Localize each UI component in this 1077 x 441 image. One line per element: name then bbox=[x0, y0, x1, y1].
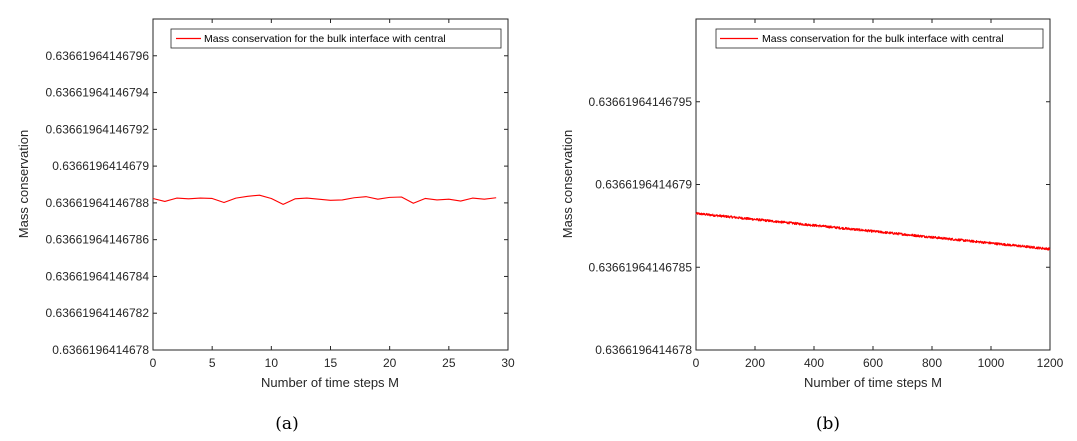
chart-a-x-axis-label: Number of time steps M bbox=[261, 375, 399, 390]
chart-b-x-axis: 0 200 400 600 800 1000 1200 bbox=[693, 19, 1064, 370]
x-tick-label: 5 bbox=[209, 356, 216, 370]
chart-a-legend: Mass conservation for the bulk interface… bbox=[170, 28, 502, 49]
y-tick-label: 0.63661964146792 bbox=[46, 122, 150, 136]
chart-b-y-axis: 0.6366196414678 0.63661964146785 0.6366196… bbox=[589, 95, 1050, 357]
x-tick-label: 15 bbox=[324, 356, 338, 370]
chart-a-legend-box bbox=[170, 28, 502, 49]
chart-b-x-axis-label: Number of time steps M bbox=[804, 375, 942, 390]
chart-b-legend-box bbox=[715, 28, 1044, 49]
chart-a-y-axis-label: Mass conservation bbox=[16, 130, 31, 238]
series-line bbox=[152, 194, 497, 205]
chart-a-plot-area bbox=[152, 18, 509, 351]
chart-a-y-axis: 0.6366196414678 0.63661964146782 0.6366196… bbox=[46, 49, 508, 357]
chart-b-y-axis-label: Mass conservation bbox=[560, 130, 575, 238]
chart-b-plot-area bbox=[695, 18, 1051, 351]
y-tick-label: 0.63661964146796 bbox=[46, 49, 150, 63]
x-tick-label: 0 bbox=[150, 356, 157, 370]
chart-b-series bbox=[695, 211, 1051, 251]
x-tick-label: 10 bbox=[265, 356, 279, 370]
y-tick-label: 0.63661964146794 bbox=[46, 86, 150, 100]
chart-b: 0.6366196414678 0.63661964146785 0.6366196… bbox=[560, 18, 1064, 434]
y-tick-label: 0.63661964146786 bbox=[46, 233, 150, 247]
chart-a-series bbox=[152, 194, 497, 205]
y-tick-label: 0.6366196414679 bbox=[52, 159, 149, 173]
x-tick-label: 1000 bbox=[978, 356, 1005, 370]
x-tick-label: 600 bbox=[863, 356, 883, 370]
y-tick-label: 0.63661964146788 bbox=[46, 196, 150, 210]
chart-a-caption: (a) bbox=[275, 414, 298, 434]
series-line bbox=[695, 211, 1051, 251]
x-tick-label: 1200 bbox=[1037, 356, 1064, 370]
x-tick-label: 30 bbox=[501, 356, 515, 370]
y-tick-label: 0.6366196414679 bbox=[595, 178, 692, 192]
x-tick-label: 200 bbox=[745, 356, 765, 370]
chart-a: 0.6366196414678 0.63661964146782 0.6366196… bbox=[16, 18, 515, 434]
y-tick-label: 0.63661964146795 bbox=[589, 95, 693, 109]
y-tick-label: 0.6366196414678 bbox=[52, 343, 149, 357]
chart-b-legend-label: Mass conservation for the bulk interface… bbox=[762, 33, 1004, 45]
x-tick-label: 800 bbox=[922, 356, 942, 370]
chart-a-legend-label: Mass conservation for the bulk interface… bbox=[204, 33, 446, 45]
chart-b-caption: (b) bbox=[816, 414, 840, 434]
y-tick-label: 0.6366196414678 bbox=[595, 343, 692, 357]
y-tick-label: 0.63661964146782 bbox=[46, 306, 150, 320]
x-tick-label: 20 bbox=[383, 356, 397, 370]
chart-b-legend: Mass conservation for the bulk interface… bbox=[715, 28, 1044, 49]
y-tick-label: 0.63661964146785 bbox=[589, 260, 693, 274]
x-tick-label: 400 bbox=[804, 356, 824, 370]
chart-a-x-axis: 0 5 10 15 20 25 30 bbox=[150, 19, 515, 370]
x-tick-label: 0 bbox=[693, 356, 700, 370]
y-tick-label: 0.63661964146784 bbox=[46, 269, 150, 283]
x-tick-label: 25 bbox=[442, 356, 456, 370]
